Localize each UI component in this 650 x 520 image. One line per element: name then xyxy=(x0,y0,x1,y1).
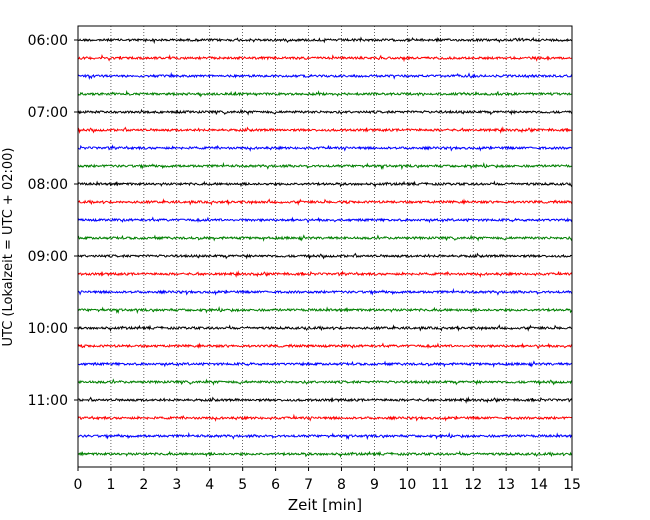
trace-line xyxy=(77,216,573,224)
trace-line xyxy=(77,342,573,350)
x-tick-label: 2 xyxy=(139,477,148,493)
trace-line xyxy=(77,396,573,404)
y-tick-label: 09:00 xyxy=(28,249,68,265)
trace-line xyxy=(77,234,573,242)
y-tick-label: 07:00 xyxy=(28,105,68,121)
x-axis-label: Zeit [min] xyxy=(288,496,362,514)
trace-line xyxy=(77,36,572,45)
x-tick-label: 3 xyxy=(172,477,181,493)
trace-line xyxy=(77,89,573,98)
x-tick-label: 15 xyxy=(563,477,581,493)
y-tick-label: 08:00 xyxy=(28,177,68,193)
trace-line xyxy=(77,270,573,278)
x-tick-label: 10 xyxy=(398,477,416,493)
plot-frame xyxy=(77,25,573,468)
x-tick-label: 13 xyxy=(497,477,515,493)
x-tick-label: 11 xyxy=(431,477,449,493)
trace-line xyxy=(77,431,573,441)
trace-line xyxy=(77,360,573,368)
x-tick-label: 8 xyxy=(337,477,346,493)
x-tick-label: 4 xyxy=(205,477,214,493)
x-tick-label: 7 xyxy=(304,477,313,493)
x-tick-label: 12 xyxy=(464,477,482,493)
trace-line xyxy=(77,450,573,458)
y-axis-label: UTC (Lokalzeit = UTC + 02:00) xyxy=(1,148,16,347)
x-tick-label: 0 xyxy=(74,477,83,493)
trace-line xyxy=(77,252,573,261)
y-tick-label: 10:00 xyxy=(28,321,68,337)
y-tick-label: 06:00 xyxy=(28,33,68,49)
x-tick-label: 5 xyxy=(238,477,247,493)
trace-line xyxy=(77,306,573,315)
trace-line xyxy=(77,161,573,171)
trace-line xyxy=(77,287,573,296)
traces xyxy=(77,36,573,458)
trace-line xyxy=(77,378,573,387)
trace-line xyxy=(77,413,573,422)
trace-line xyxy=(77,144,573,152)
trace-line xyxy=(77,71,573,80)
trace-line xyxy=(77,53,573,63)
trace-line xyxy=(77,324,573,332)
trace-line xyxy=(77,126,573,135)
trace-line xyxy=(77,108,573,116)
y-tick-label: 11:00 xyxy=(28,393,68,409)
x-tick-label: 14 xyxy=(530,477,548,493)
y-axis: 06:00 07:00 08:00 09:00 10:00 11:00 xyxy=(28,33,78,409)
x-axis: 0 1 2 3 4 5 6 7 8 9 10 11 12 13 14 15 xyxy=(74,467,581,493)
trace-line xyxy=(77,198,573,206)
x-tick-label: 9 xyxy=(370,477,379,493)
x-tick-label: 6 xyxy=(271,477,280,493)
trace-line xyxy=(77,180,573,188)
x-tick-label: 1 xyxy=(106,477,115,493)
